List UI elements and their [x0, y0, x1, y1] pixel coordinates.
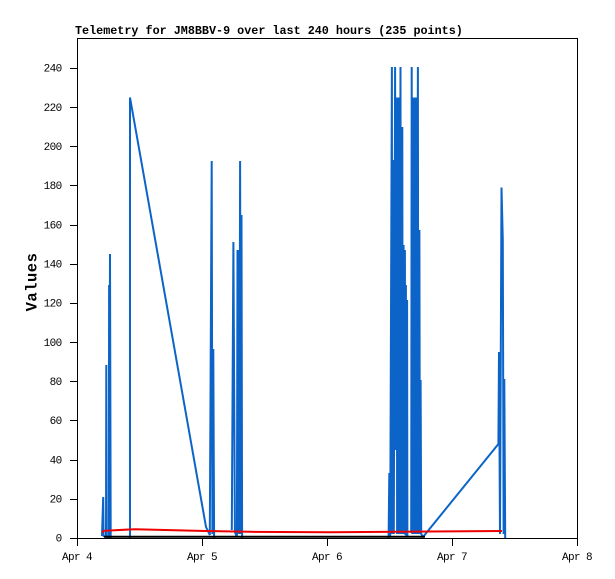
svg-text:Apr 5: Apr 5 [187, 552, 217, 564]
svg-text:Apr 4: Apr 4 [62, 552, 93, 564]
svg-text:Apr 7: Apr 7 [437, 552, 467, 564]
svg-text:Apr 8: Apr 8 [562, 552, 592, 564]
svg-text:60: 60 [50, 416, 62, 428]
svg-text:220: 220 [44, 103, 62, 115]
svg-text:20: 20 [50, 495, 62, 507]
svg-text:80: 80 [50, 377, 62, 389]
svg-text:0: 0 [56, 534, 62, 546]
svg-text:180: 180 [44, 181, 62, 193]
svg-text:160: 160 [44, 221, 62, 233]
svg-text:140: 140 [44, 260, 62, 272]
svg-text:240: 240 [44, 64, 62, 76]
svg-text:Apr 6: Apr 6 [312, 552, 342, 564]
svg-text:Telemetry for JM8BBV-9 over la: Telemetry for JM8BBV-9 over last 240 hou… [75, 24, 463, 38]
svg-text:Values: Values [24, 253, 42, 312]
svg-text:120: 120 [44, 299, 62, 311]
svg-text:40: 40 [50, 456, 62, 468]
svg-text:200: 200 [44, 142, 62, 154]
svg-text:100: 100 [44, 338, 62, 350]
